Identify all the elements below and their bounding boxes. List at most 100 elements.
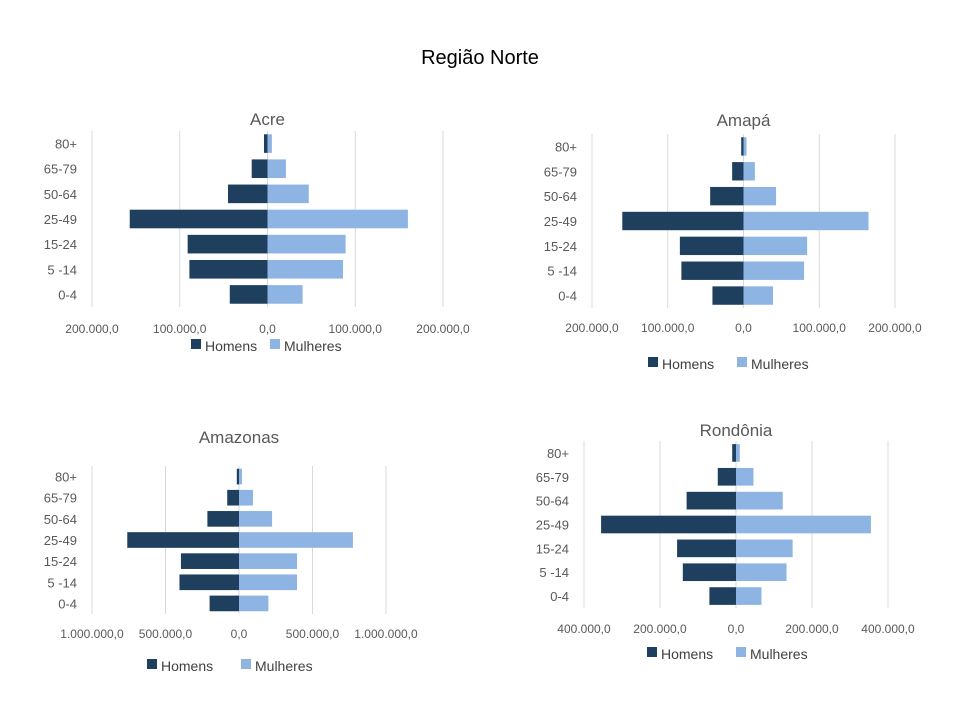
- bar-mulheres: [743, 162, 755, 181]
- bar-mulheres: [267, 209, 408, 229]
- bar-mulheres: [743, 261, 805, 280]
- bar-mulheres: [239, 574, 298, 591]
- category-label: 0-4: [58, 287, 77, 302]
- bar-homens: [207, 511, 239, 527]
- bar-mulheres: [239, 511, 273, 527]
- bar-homens: [682, 563, 736, 582]
- bar-homens: [251, 159, 268, 179]
- bar-homens: [732, 162, 744, 181]
- category-label: 25-49: [44, 533, 77, 548]
- x-tick-label: 1.000.000,0: [60, 627, 124, 641]
- x-tick-label: 100.000,0: [793, 321, 847, 335]
- bar-mulheres: [239, 532, 353, 548]
- category-label: 25-49: [536, 518, 569, 533]
- x-tick-label: 200.000,0: [65, 322, 119, 336]
- legend-swatch-homens: [147, 659, 157, 669]
- bar-mulheres: [736, 539, 793, 558]
- x-tick-label: 100.000,0: [329, 322, 383, 336]
- bar-mulheres: [736, 563, 787, 582]
- x-tick-label: 500.000,0: [139, 627, 193, 641]
- category-label: 5 -14: [539, 565, 569, 580]
- legend-swatch-homens: [647, 647, 657, 657]
- legend-label-homens: Homens: [161, 658, 213, 674]
- bar-homens: [180, 553, 239, 569]
- x-tick-label: 400.000,0: [557, 622, 611, 636]
- legend-swatch-homens: [191, 339, 201, 349]
- legend-label-mulheres: Mulheres: [751, 356, 809, 372]
- category-label: 50-64: [44, 187, 77, 202]
- chart-title: Amazonas: [199, 428, 279, 447]
- bar-homens: [732, 444, 736, 462]
- bar-mulheres: [239, 553, 298, 569]
- bar-mulheres: [267, 259, 343, 279]
- category-label: 15-24: [544, 239, 577, 254]
- category-label: 0-4: [550, 589, 569, 604]
- legend-swatch-mulheres: [737, 357, 747, 367]
- x-tick-label: 0,0: [259, 322, 276, 336]
- bar-mulheres: [736, 444, 740, 462]
- bar-mulheres: [743, 186, 777, 206]
- x-tick-label: 0,0: [231, 627, 248, 641]
- bar-homens: [263, 134, 268, 153]
- bar-homens: [129, 209, 268, 229]
- bar-mulheres: [736, 515, 871, 534]
- category-label: 65-79: [44, 491, 77, 506]
- category-label: 65-79: [544, 164, 577, 179]
- category-label: 25-49: [544, 214, 577, 229]
- bar-mulheres: [743, 137, 747, 156]
- category-label: 0-4: [558, 289, 577, 304]
- bar-homens: [189, 259, 268, 279]
- category-label: 15-24: [536, 541, 569, 556]
- bar-mulheres: [267, 234, 346, 254]
- legend-swatch-mulheres: [241, 659, 251, 669]
- bar-homens: [187, 234, 268, 254]
- bar-mulheres: [239, 468, 242, 485]
- bar-mulheres: [736, 467, 754, 486]
- x-tick-label: 100.000,0: [153, 322, 207, 336]
- legend-label-mulheres: Mulheres: [284, 338, 342, 354]
- x-tick-label: 200.000,0: [868, 321, 922, 335]
- bar-homens: [228, 184, 268, 204]
- category-label: 5 -14: [547, 264, 577, 279]
- category-label: 65-79: [44, 162, 77, 177]
- category-label: 80+: [55, 137, 77, 152]
- bar-homens: [677, 539, 736, 558]
- bar-mulheres: [267, 159, 286, 179]
- legend-swatch-homens: [648, 357, 658, 367]
- legend-label-homens: Homens: [205, 338, 257, 354]
- bar-mulheres: [267, 184, 309, 204]
- bar-homens: [229, 285, 268, 304]
- bar-homens: [686, 491, 736, 510]
- legend-label-homens: Homens: [662, 356, 714, 372]
- chart-title: Rondônia: [700, 421, 773, 440]
- category-label: 80+: [547, 446, 569, 461]
- bar-homens: [209, 595, 239, 612]
- chart-title: Amapá: [717, 111, 771, 130]
- bar-homens: [709, 587, 736, 605]
- category-label: 50-64: [536, 494, 569, 509]
- x-tick-label: 1.000.000,0: [354, 627, 418, 641]
- x-tick-label: 200.000,0: [565, 321, 619, 335]
- bar-homens: [741, 137, 744, 156]
- bar-homens: [679, 236, 744, 256]
- bar-mulheres: [239, 489, 253, 506]
- legend-swatch-mulheres: [736, 647, 746, 657]
- bar-mulheres: [239, 595, 269, 612]
- x-tick-label: 400.000,0: [861, 622, 915, 636]
- x-tick-label: 200.000,0: [633, 622, 687, 636]
- category-label: 5 -14: [47, 262, 77, 277]
- category-label: 80+: [555, 139, 577, 154]
- bar-homens: [601, 515, 736, 534]
- bar-mulheres: [736, 491, 783, 510]
- legend-label-homens: Homens: [661, 646, 713, 662]
- bar-homens: [717, 467, 736, 486]
- category-label: 50-64: [544, 189, 577, 204]
- legend-label-mulheres: Mulheres: [255, 658, 313, 674]
- x-tick-label: 500.000,0: [286, 627, 340, 641]
- bar-mulheres: [267, 134, 272, 153]
- x-tick-label: 200.000,0: [416, 322, 470, 336]
- bar-homens: [236, 468, 239, 485]
- category-label: 15-24: [44, 237, 77, 252]
- x-tick-label: 0,0: [735, 321, 752, 335]
